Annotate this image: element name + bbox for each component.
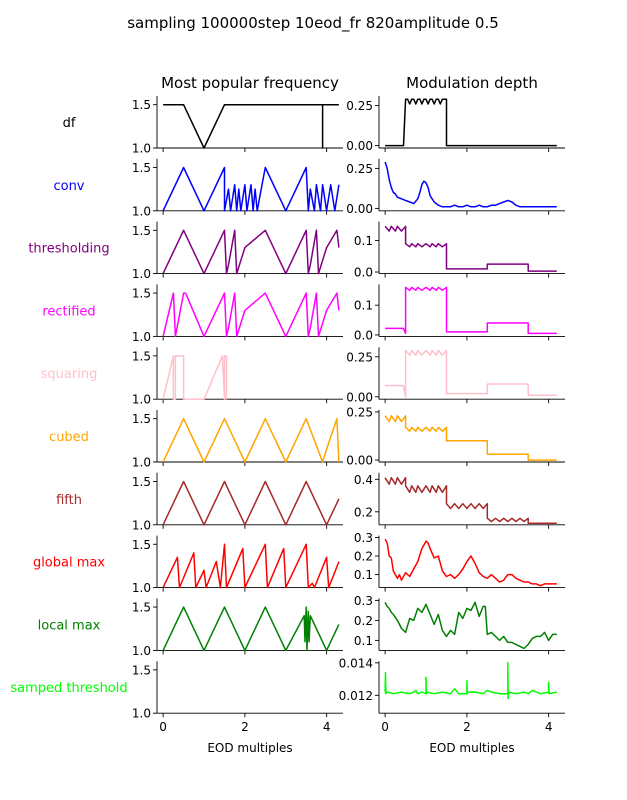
right-column-title: Modulation depth xyxy=(406,74,538,92)
series-line-samped-threshold xyxy=(384,662,557,700)
x-tick-label: 2 xyxy=(241,720,249,734)
y-tick-label: 1.0 xyxy=(132,393,151,407)
y-tick-label: 0.2 xyxy=(354,614,373,628)
y-tick-label: 0.0 xyxy=(354,328,373,342)
series-line-global-max xyxy=(162,543,340,589)
series-line-global-max xyxy=(384,538,557,587)
y-tick-label: 0.25 xyxy=(346,99,373,113)
y-tick-label: 0.012 xyxy=(339,689,373,703)
y-tick-label: 1.5 xyxy=(132,663,151,677)
row-label: df xyxy=(63,116,76,131)
series-line-thresholding xyxy=(162,229,340,275)
y-tick-label: 1.0 xyxy=(132,267,151,281)
x-tick-label: 0 xyxy=(381,720,389,734)
y-tick-label: 1.0 xyxy=(132,142,151,156)
figure-title: sampling 100000step 10eod_fr 820amplitud… xyxy=(127,14,499,33)
y-tick-label: 1.0 xyxy=(132,456,151,470)
series-line-rectified xyxy=(385,286,557,335)
series-line-thresholding xyxy=(384,225,557,272)
row-label: conv xyxy=(53,179,84,194)
y-tick-label: 0.1 xyxy=(354,299,373,313)
y-tick-label: 0.25 xyxy=(346,405,373,419)
row-label: fifth xyxy=(56,493,82,508)
y-tick-label: 1.5 xyxy=(132,224,151,238)
y-tick-label: 0.3 xyxy=(354,594,373,608)
series-line-df xyxy=(385,98,557,147)
x-tick-label: 4 xyxy=(323,720,331,734)
y-tick-label: 1.5 xyxy=(132,475,151,489)
y-tick-label: 0.25 xyxy=(346,162,373,176)
row-label: samped threshold xyxy=(10,681,127,696)
y-tick-label: 1.5 xyxy=(132,349,151,363)
series-line-local-max xyxy=(384,601,557,650)
y-tick-label: 0.0 xyxy=(354,266,373,280)
y-tick-label: 0.2 xyxy=(354,550,373,564)
y-tick-label: 1.5 xyxy=(132,98,151,112)
row-label: thresholding xyxy=(28,242,109,257)
series-line-conv xyxy=(384,161,557,208)
y-tick-label: 1.5 xyxy=(132,601,151,615)
series-line-cubed xyxy=(384,415,557,461)
series-line-rectified xyxy=(162,292,340,338)
row-label: squaring xyxy=(41,367,98,382)
y-tick-label: 0.1 xyxy=(354,568,373,582)
series-line-cubed xyxy=(162,417,340,463)
y-tick-label: 1.0 xyxy=(132,330,151,344)
y-tick-label: 1.0 xyxy=(132,644,151,658)
y-tick-label: 0.014 xyxy=(339,656,373,670)
y-tick-label: 0.25 xyxy=(346,350,373,364)
x-tick-label: 4 xyxy=(545,720,553,734)
y-tick-label: 0.00 xyxy=(346,454,373,468)
y-tick-label: 0.1 xyxy=(354,234,373,248)
y-tick-label: 0.1 xyxy=(354,634,373,648)
y-tick-label: 1.0 xyxy=(132,518,151,532)
series-line-local-max xyxy=(162,606,340,652)
row-label: rectified xyxy=(42,304,95,319)
y-tick-label: 0.00 xyxy=(346,202,373,216)
y-tick-label: 0.4 xyxy=(354,473,373,487)
y-tick-label: 1.0 xyxy=(132,204,151,218)
series-line-fifth xyxy=(384,476,557,524)
y-tick-label: 1.0 xyxy=(132,581,151,595)
y-tick-label: 0.3 xyxy=(354,531,373,545)
y-tick-label: 1.5 xyxy=(132,287,151,301)
x-tick-label: 2 xyxy=(463,720,471,734)
y-tick-label: 1.0 xyxy=(132,707,151,721)
row-label: local max xyxy=(38,618,101,633)
y-tick-label: 0.2 xyxy=(354,505,373,519)
series-line-conv xyxy=(162,166,340,212)
row-label: cubed xyxy=(49,430,89,445)
series-line-df xyxy=(163,103,339,149)
series-line-squaring xyxy=(385,349,557,398)
y-tick-label: 1.5 xyxy=(132,412,151,426)
x-tick-label: 0 xyxy=(159,720,167,734)
y-tick-label: 0.00 xyxy=(346,390,373,404)
left-column-title: Most popular frequency xyxy=(161,74,339,92)
series-line-squaring xyxy=(162,355,228,400)
y-tick-label: 0.00 xyxy=(346,139,373,153)
y-tick-label: 1.5 xyxy=(132,161,151,175)
panels: df1.01.50.000.25conv1.01.50.000.25thresh… xyxy=(10,96,565,734)
right-x-axis-label: EOD multiples xyxy=(429,741,514,755)
y-tick-label: 1.5 xyxy=(132,538,151,552)
left-x-axis-label: EOD multiples xyxy=(207,741,292,755)
row-label: global max xyxy=(33,556,105,571)
series-line-fifth xyxy=(162,480,340,526)
